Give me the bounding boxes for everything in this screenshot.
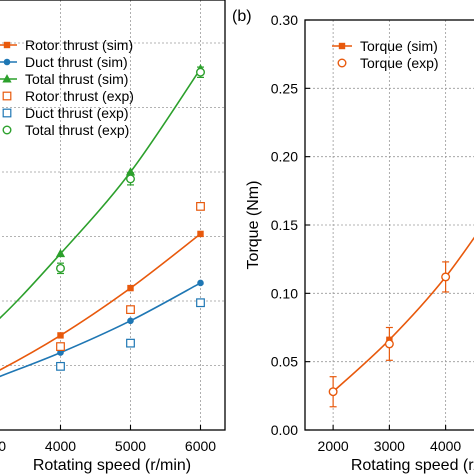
data-point-torque-exp [384,339,394,349]
data-point-rotor-thrust-sim [197,230,204,238]
legend-marker [2,74,12,83]
legend-marker [338,42,346,50]
x-axis-title: Rotating speed (r/min) [33,457,191,474]
legend-marker [3,41,11,49]
series-line-torque-sim [332,236,474,393]
series-layer [328,236,474,408]
legend-marker [2,91,12,101]
data-point-duct-thrust-sim [197,279,204,287]
series-line-rotor-thrust-sim [0,233,201,371]
y-axis-title: Torque (Nm) [245,181,262,270]
y-tick-label: 0.05 [271,354,298,370]
legend-label: Total thrust (exp) [25,122,129,138]
x-tick-label: 3000 [374,438,405,454]
data-point-total-thrust-exp [56,263,66,273]
x-tick-label: 4000 [45,438,76,454]
legend-marker [3,58,11,66]
legend-label: Rotor thrust (exp) [25,88,134,104]
data-point-torque-exp [441,272,451,282]
data-point-rotor-thrust-exp [56,342,65,351]
data-point-rotor-thrust-exp [126,305,135,314]
y-tick-label: 0.20 [271,149,298,165]
legend: Torque (sim)Torque (exp) [332,38,439,71]
legend-label: Total thrust (sim) [25,71,128,87]
grid [305,20,474,430]
y-tick-label: 0.25 [271,80,298,96]
data-point-total-thrust-exp [195,67,205,77]
legend-marker [2,108,12,118]
series-line-duct-thrust-sim [0,282,201,378]
legend-label: Duct thrust (exp) [25,105,128,121]
data-point-total-thrust-sim [55,248,66,258]
legend-label: Torque (sim) [360,38,438,54]
x-tick-label: 4000 [430,438,461,454]
grid [0,0,225,430]
panel-b-torque-chart: 2000 3000 4000 0.00 0.05 0.10 0.15 0.20 0.25 0.30… [232,8,474,474]
legend-label: Duct thrust (sim) [25,54,128,70]
legend: Rotor thrust (sim)Duct thrust (sim)Total… [0,37,134,138]
data-point-rotor-thrust-sim [57,332,64,339]
panel-label: (b) [232,8,252,25]
y-tick-label: 0.30 [271,12,298,28]
x-axis-title: Rotating speed (r/min) [351,457,474,474]
plot-frame [0,0,226,431]
x-tick-label: 5000 [115,438,146,454]
legend-marker [337,58,347,68]
data-point-torque-exp [328,387,338,397]
data-point-duct-thrust-exp [126,338,135,348]
data-point-duct-thrust-exp [56,361,65,371]
data-point-rotor-thrust-exp [196,202,205,211]
y-tick-label: 0.10 [271,285,298,301]
data-point-duct-thrust-exp [196,298,205,308]
data-point-duct-thrust-sim [127,317,134,325]
x-tick-label: 6000 [185,438,216,454]
y-tick-label: 0.00 [271,422,298,438]
data-point-total-thrust-exp [125,174,135,184]
x-tick-label: 2000 [318,438,349,454]
data-point-rotor-thrust-sim [127,284,134,292]
series-layer [0,63,206,378]
panel-a-thrust-chart: 20003000400050006000Rotating speed (r/mi… [0,0,226,474]
y-tick-label: 0.15 [271,217,298,233]
legend-label: Rotor thrust (sim) [25,37,133,53]
x-tick-label: 3000 [0,438,6,454]
legend-marker [2,125,12,135]
legend-label: Torque (exp) [360,55,439,71]
